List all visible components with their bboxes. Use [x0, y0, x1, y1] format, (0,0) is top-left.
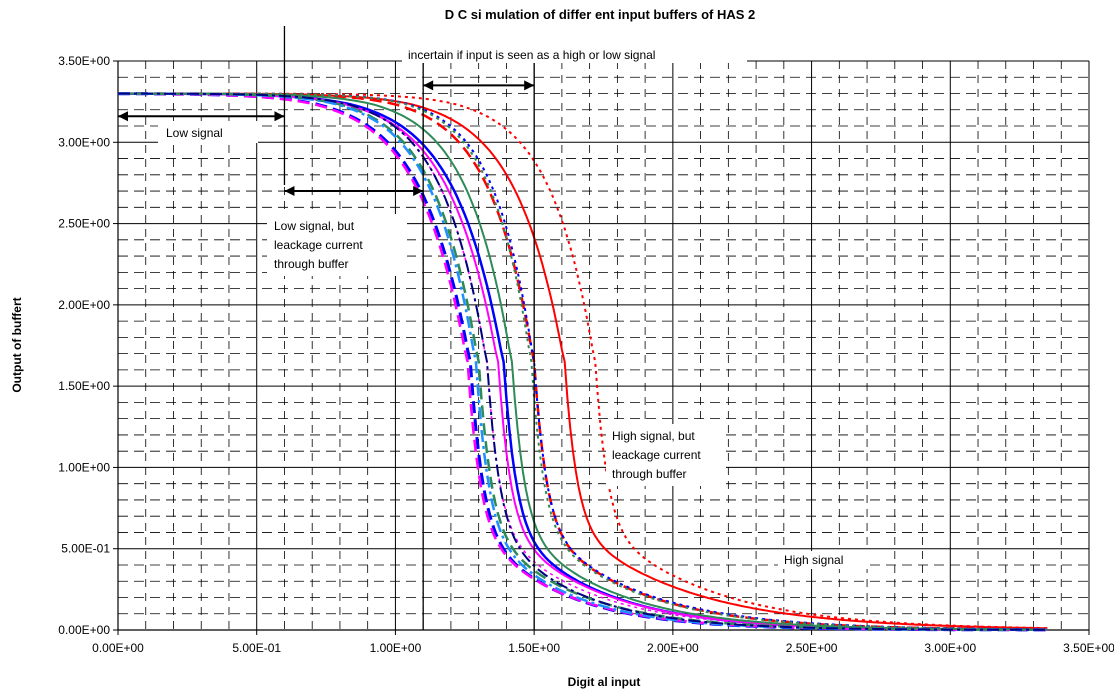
range-arrow-1-head-left — [118, 111, 128, 122]
series-line-14 — [118, 92, 1048, 631]
range-arrow-1-head-right — [274, 111, 285, 122]
high-signal-label: High signal — [784, 553, 843, 567]
y-tick-label: 5.00E-01 — [61, 542, 110, 556]
high-leak-label-1: High signal, but — [612, 429, 695, 443]
high-leak-label-3: through buffer — [612, 467, 687, 481]
annotation-labels: Low signal Low signal, but leackage curr… — [158, 45, 868, 569]
uncertain-label: incertain if input is seen as a high or … — [408, 48, 655, 62]
y-tick-label: 1.00E+00 — [58, 460, 110, 474]
low-signal-label: Low signal — [166, 126, 223, 140]
range-arrow-3-head-right — [524, 80, 535, 91]
range-arrow-2 — [284, 186, 424, 197]
x-tick-label: 3.00E+00 — [924, 641, 976, 655]
tick-labels: 0.00E+00 5.00E-01 1.00E+00 1.50E+00 2.00E+00… — [58, 54, 1114, 655]
x-tick-label: 0.00E+00 — [92, 641, 144, 655]
range-arrow-3 — [423, 80, 535, 91]
y-tick-label: 2.50E+00 — [58, 217, 110, 231]
annotation-markers — [118, 26, 535, 630]
range-arrow-2-head-left — [284, 186, 295, 197]
high-leak-label-2: leackage current — [612, 448, 701, 462]
range-arrow-1 — [118, 111, 285, 122]
y-tick-label: 3.50E+00 — [58, 54, 110, 68]
low-leak-label-3: through buffer — [274, 257, 349, 271]
x-tick-label: 3.50E+00 — [1063, 641, 1114, 655]
y-tick-label: 0.00E+00 — [58, 623, 110, 637]
x-tick-label: 5.00E-01 — [232, 641, 281, 655]
low-leak-label-1: Low signal, but — [274, 219, 355, 233]
x-tick-label: 1.50E+00 — [508, 641, 560, 655]
series-lines — [118, 92, 1048, 632]
x-axis-label: Digit al input — [568, 675, 641, 689]
y-tick-label: 1.50E+00 — [58, 379, 110, 393]
x-tick-label: 1.00E+00 — [370, 641, 422, 655]
plot-area — [118, 61, 1089, 630]
range-arrow-3-head-left — [423, 80, 434, 91]
chart-title: D C si mulation of differ ent input buff… — [445, 7, 756, 22]
y-axis-label: Output of buffert — [10, 297, 24, 392]
low-leak-label-2: leackage current — [274, 238, 363, 252]
range-arrow-2-head-right — [413, 186, 424, 197]
y-tick-label: 3.00E+00 — [58, 135, 110, 149]
x-tick-label: 2.00E+00 — [647, 641, 699, 655]
series-line-12 — [118, 92, 1048, 631]
x-tick-label: 2.50E+00 — [786, 641, 838, 655]
y-tick-label: 2.00E+00 — [58, 298, 110, 312]
